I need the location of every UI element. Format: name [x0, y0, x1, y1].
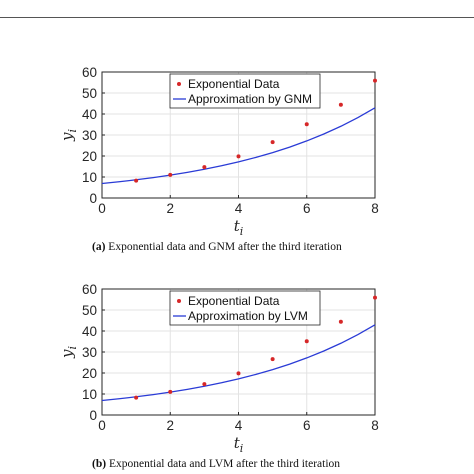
data-point — [236, 371, 241, 376]
x-axis-label-base: t — [234, 434, 241, 452]
y-tick-label: 40 — [82, 324, 97, 339]
y-axis-label-base: y — [58, 349, 76, 359]
data-point — [304, 122, 309, 127]
x-tick-label: 2 — [166, 418, 174, 433]
x-tick-label: 0 — [98, 201, 106, 216]
data-point — [304, 339, 309, 344]
y-axis-label-sub: i — [66, 129, 79, 133]
y-tick-label: 60 — [82, 65, 97, 80]
legend-label-line: Approximation by GNM — [188, 92, 312, 106]
data-point — [338, 319, 343, 324]
data-point — [338, 102, 343, 107]
data-point — [270, 140, 275, 145]
y-axis-label-base: y — [58, 132, 76, 142]
caption-a: (a) Exponential data and GNM after the t… — [92, 241, 342, 253]
legend-box — [169, 290, 321, 326]
caption-b: (b) Exponential data and LVM after the t… — [92, 458, 340, 470]
y-tick-label: 30 — [82, 128, 97, 143]
y-tick-label: 20 — [82, 366, 97, 381]
caption-b-text: Exponential data and LVM after the third… — [108, 458, 341, 470]
y-axis-label: yi — [58, 346, 79, 359]
data-point — [134, 395, 139, 400]
legend-label-line: Approximation by LVM — [188, 309, 308, 323]
y-tick-label: 30 — [82, 345, 97, 360]
x-axis-label: ti — [234, 434, 244, 455]
data-point — [373, 295, 377, 300]
legend-box — [169, 73, 321, 109]
y-tick-label: 0 — [89, 191, 97, 206]
y-axis-label-sub: i — [66, 346, 79, 350]
y-tick-label: 50 — [82, 86, 97, 101]
x-axis-label-sub: i — [240, 442, 244, 455]
legend-marker-data — [177, 299, 181, 303]
data-point — [168, 172, 173, 177]
y-tick-label: 0 — [89, 408, 97, 423]
data-point — [168, 389, 173, 394]
y-tick-label: 20 — [82, 149, 97, 164]
x-tick-label: 6 — [303, 201, 311, 216]
data-point — [202, 165, 207, 170]
y-tick-label: 40 — [82, 107, 97, 122]
x-tick-label: 8 — [371, 201, 379, 216]
x-tick-label: 2 — [166, 201, 174, 216]
data-point — [236, 154, 241, 159]
x-axis-label: ti — [234, 217, 244, 238]
y-tick-label: 10 — [82, 387, 97, 402]
y-tick-label: 50 — [82, 303, 97, 318]
data-point — [134, 178, 139, 183]
data-point — [373, 78, 377, 83]
data-point — [270, 357, 275, 362]
top-divider — [0, 17, 474, 18]
legend-label-data: Exponential Data — [188, 77, 280, 91]
legend-label-data: Exponential Data — [188, 294, 280, 308]
approximation-line — [101, 324, 376, 402]
x-tick-label: 4 — [235, 201, 243, 216]
y-axis-label: yi — [58, 129, 79, 142]
caption-a-label: (a) — [92, 241, 106, 253]
x-tick-label: 4 — [235, 418, 243, 433]
x-tick-label: 6 — [303, 418, 311, 433]
data-point — [202, 382, 207, 387]
x-axis-label-base: t — [234, 217, 241, 235]
approximation-line — [101, 107, 376, 185]
x-axis-label-sub: i — [240, 225, 244, 238]
y-tick-label: 60 — [82, 282, 97, 297]
x-tick-label: 0 — [98, 418, 106, 433]
x-tick-label: 8 — [371, 418, 379, 433]
caption-a-text: Exponential data and GNM after the third… — [108, 241, 342, 253]
y-tick-label: 10 — [82, 170, 97, 185]
legend-marker-data — [177, 82, 181, 86]
caption-b-label: (b) — [92, 458, 107, 470]
